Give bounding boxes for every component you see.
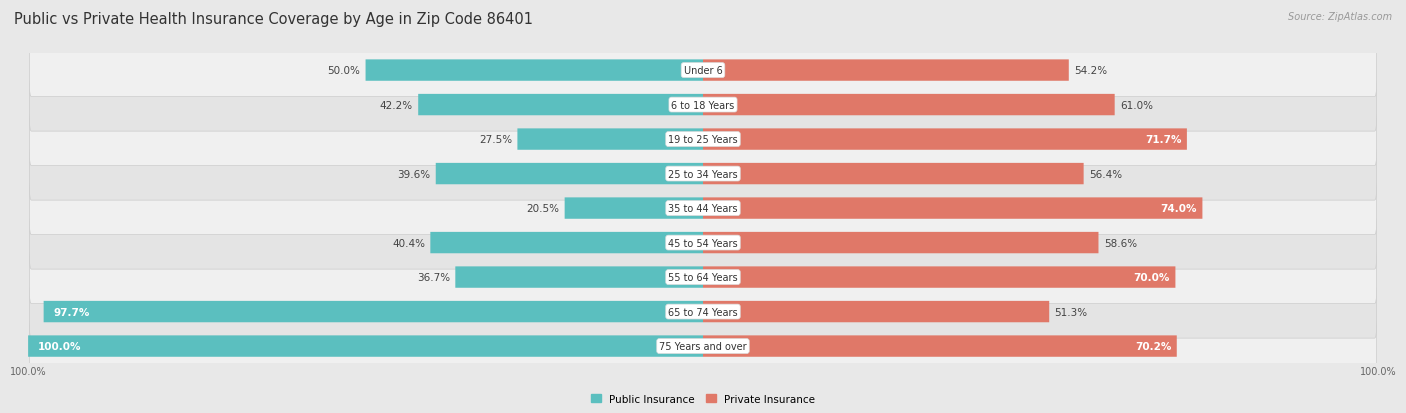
- FancyBboxPatch shape: [366, 60, 703, 82]
- Text: 75 Years and over: 75 Years and over: [659, 341, 747, 351]
- FancyBboxPatch shape: [30, 79, 1376, 132]
- FancyBboxPatch shape: [28, 335, 703, 357]
- FancyBboxPatch shape: [30, 182, 1376, 235]
- Text: Under 6: Under 6: [683, 66, 723, 76]
- FancyBboxPatch shape: [30, 285, 1376, 338]
- FancyBboxPatch shape: [30, 45, 1376, 97]
- Text: 71.7%: 71.7%: [1144, 135, 1181, 145]
- FancyBboxPatch shape: [703, 301, 1049, 323]
- FancyBboxPatch shape: [703, 267, 1175, 288]
- FancyBboxPatch shape: [703, 198, 1202, 219]
- Text: 39.6%: 39.6%: [398, 169, 430, 179]
- Text: 55 to 64 Years: 55 to 64 Years: [668, 273, 738, 282]
- Text: 51.3%: 51.3%: [1054, 307, 1088, 317]
- Text: 100.0%: 100.0%: [38, 341, 82, 351]
- Text: 97.7%: 97.7%: [53, 307, 90, 317]
- FancyBboxPatch shape: [436, 164, 703, 185]
- FancyBboxPatch shape: [703, 129, 1187, 150]
- Text: 6 to 18 Years: 6 to 18 Years: [672, 100, 734, 110]
- Text: Source: ZipAtlas.com: Source: ZipAtlas.com: [1288, 12, 1392, 22]
- FancyBboxPatch shape: [30, 251, 1376, 304]
- Text: 61.0%: 61.0%: [1121, 100, 1153, 110]
- Text: 40.4%: 40.4%: [392, 238, 425, 248]
- Text: 36.7%: 36.7%: [416, 273, 450, 282]
- FancyBboxPatch shape: [456, 267, 703, 288]
- FancyBboxPatch shape: [30, 216, 1376, 269]
- Text: 70.0%: 70.0%: [1133, 273, 1170, 282]
- Text: 54.2%: 54.2%: [1074, 66, 1108, 76]
- Text: 50.0%: 50.0%: [328, 66, 360, 76]
- Text: 70.2%: 70.2%: [1135, 341, 1171, 351]
- FancyBboxPatch shape: [703, 164, 1084, 185]
- Text: 20.5%: 20.5%: [526, 204, 560, 214]
- FancyBboxPatch shape: [703, 60, 1069, 82]
- Text: 27.5%: 27.5%: [479, 135, 512, 145]
- FancyBboxPatch shape: [517, 129, 703, 150]
- FancyBboxPatch shape: [418, 95, 703, 116]
- FancyBboxPatch shape: [30, 148, 1376, 201]
- Legend: Public Insurance, Private Insurance: Public Insurance, Private Insurance: [586, 389, 820, 408]
- Text: 58.6%: 58.6%: [1104, 238, 1137, 248]
- FancyBboxPatch shape: [44, 301, 703, 323]
- Text: 35 to 44 Years: 35 to 44 Years: [668, 204, 738, 214]
- Text: 65 to 74 Years: 65 to 74 Years: [668, 307, 738, 317]
- Text: 19 to 25 Years: 19 to 25 Years: [668, 135, 738, 145]
- FancyBboxPatch shape: [30, 113, 1376, 166]
- Text: 56.4%: 56.4%: [1090, 169, 1122, 179]
- Text: Public vs Private Health Insurance Coverage by Age in Zip Code 86401: Public vs Private Health Insurance Cover…: [14, 12, 533, 27]
- FancyBboxPatch shape: [430, 232, 703, 254]
- FancyBboxPatch shape: [703, 232, 1098, 254]
- FancyBboxPatch shape: [565, 198, 703, 219]
- Text: 74.0%: 74.0%: [1160, 204, 1197, 214]
- FancyBboxPatch shape: [703, 95, 1115, 116]
- Text: 42.2%: 42.2%: [380, 100, 413, 110]
- FancyBboxPatch shape: [703, 335, 1177, 357]
- Text: 25 to 34 Years: 25 to 34 Years: [668, 169, 738, 179]
- FancyBboxPatch shape: [30, 320, 1376, 373]
- Text: 45 to 54 Years: 45 to 54 Years: [668, 238, 738, 248]
